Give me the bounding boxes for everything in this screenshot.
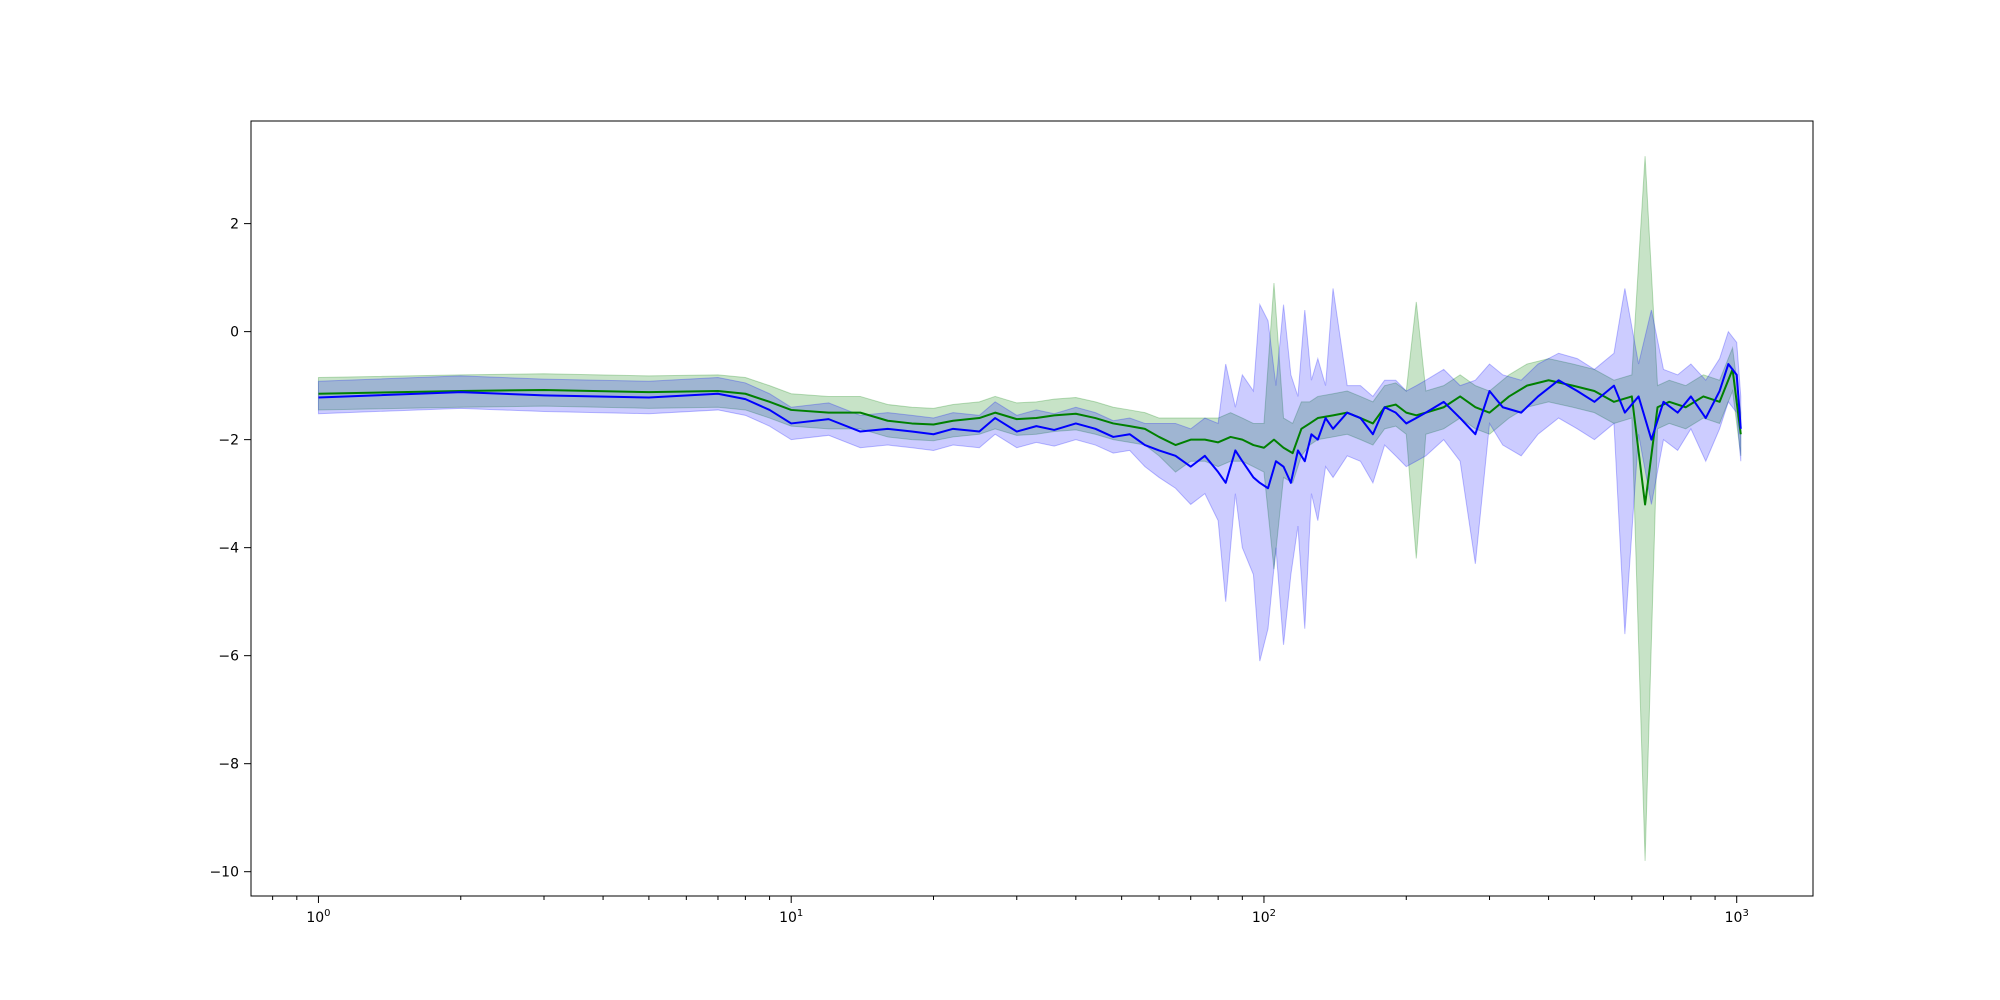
y-tick-label: 0: [230, 325, 239, 341]
series-2-line: [318, 363, 1742, 490]
series-lines: [318, 363, 1742, 506]
x-tick-exponent: 2: [1270, 908, 1276, 919]
series-2-band: [317, 288, 1742, 662]
y-tick-label: 2: [230, 217, 239, 233]
x-tick-exponent: 0: [324, 908, 330, 919]
x-tick-base: 10: [779, 910, 797, 926]
x-tick-label: 100: [306, 908, 330, 926]
x-tick-label: 103: [1725, 908, 1749, 926]
y-tick-label: −2: [218, 433, 239, 449]
confidence-bands: [317, 156, 1742, 861]
x-tick-exponent: 1: [797, 908, 803, 919]
axes-frame: [250, 120, 1814, 897]
y-axis: 2 0 −2 −4 −6 −8 −10: [209, 217, 251, 881]
x-tick-exponent: 3: [1742, 908, 1748, 919]
plot-area: [250, 120, 1814, 897]
y-tick-label: −10: [209, 865, 239, 881]
y-tick-label: −8: [218, 757, 239, 773]
series-1-line: [318, 368, 1742, 506]
x-tick-base: 10: [306, 910, 324, 926]
y-tick-label: −6: [218, 649, 239, 665]
y-tick-label: −4: [218, 541, 239, 557]
x-tick-base: 10: [1252, 910, 1270, 926]
x-tick-base: 10: [1725, 910, 1743, 926]
x-axis: 100 101 102 103: [272, 896, 1749, 926]
series-1-band: [317, 156, 1742, 861]
x-tick-label: 101: [779, 908, 803, 926]
x-tick-label: 102: [1252, 908, 1276, 926]
